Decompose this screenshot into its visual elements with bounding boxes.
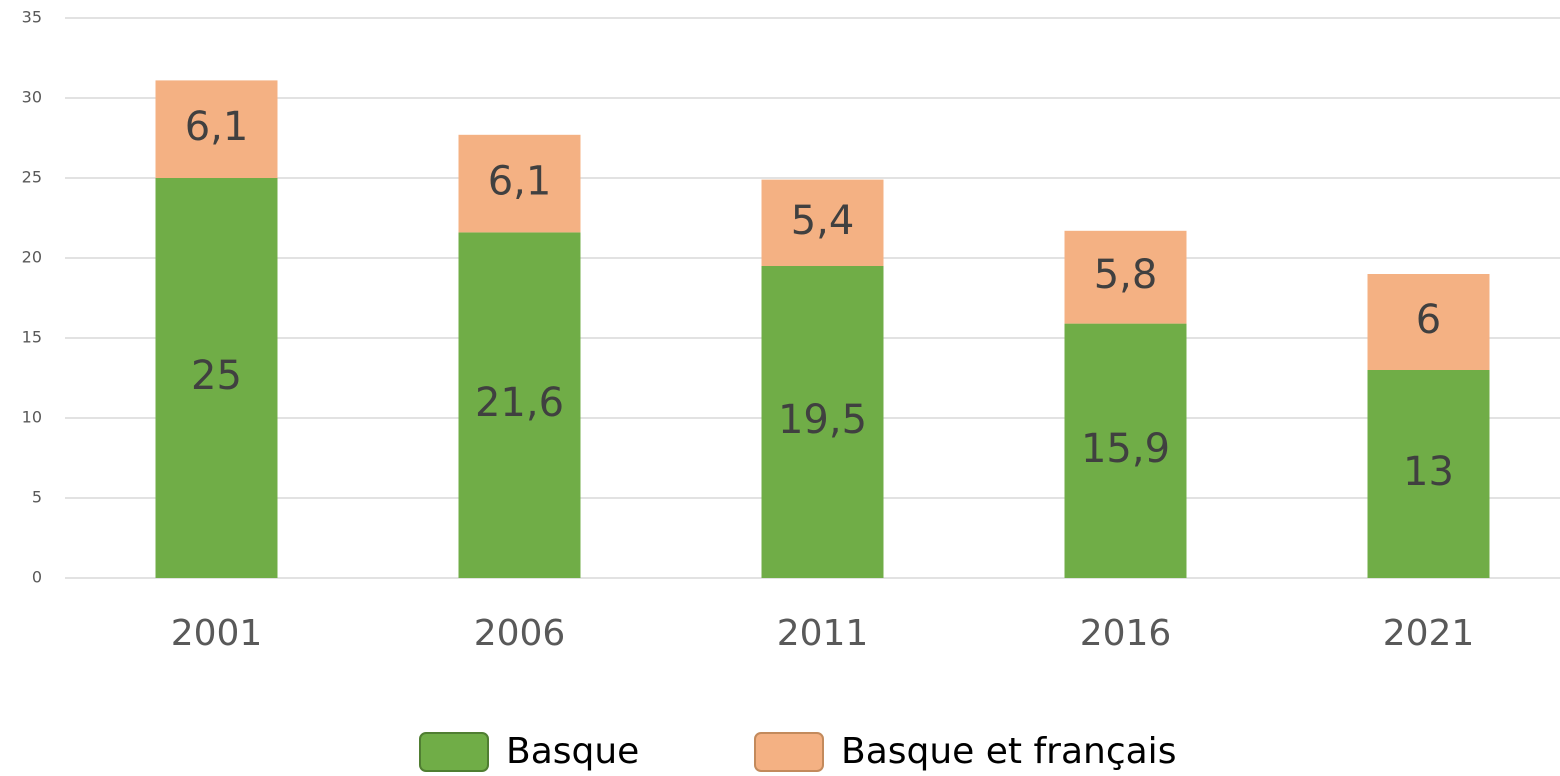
bar-segment bbox=[1367, 274, 1490, 370]
bar-segment bbox=[155, 178, 278, 578]
bar-segment bbox=[458, 232, 581, 578]
data-label: 6,1 bbox=[185, 104, 249, 150]
legend-label: Basque et français bbox=[841, 731, 1176, 772]
legend-label: Basque bbox=[506, 731, 639, 772]
x-tick-label: 2016 bbox=[1080, 613, 1172, 654]
y-tick-label: 30 bbox=[22, 88, 42, 107]
bar-segment bbox=[1367, 370, 1490, 578]
x-tick-label: 2006 bbox=[474, 613, 566, 654]
data-label: 15,9 bbox=[1081, 426, 1170, 472]
bar-segment bbox=[761, 179, 884, 266]
x-tick-label: 2011 bbox=[777, 613, 869, 654]
legend-swatch bbox=[754, 732, 824, 772]
bar-segment bbox=[1064, 323, 1187, 578]
legend-swatch bbox=[419, 732, 489, 772]
bar-segment bbox=[155, 80, 278, 178]
data-label: 5,8 bbox=[1094, 252, 1158, 298]
y-tick-label: 20 bbox=[22, 248, 42, 267]
y-tick-label: 25 bbox=[22, 168, 42, 187]
bar-segment bbox=[761, 266, 884, 578]
y-tick-label: 5 bbox=[32, 488, 42, 507]
bar-segment bbox=[458, 134, 581, 233]
y-tick-label: 10 bbox=[22, 408, 42, 427]
y-tick-label: 0 bbox=[32, 568, 42, 587]
x-tick-label: 2021 bbox=[1383, 613, 1475, 654]
y-tick-label: 15 bbox=[22, 328, 42, 347]
bar-segment bbox=[1064, 230, 1187, 324]
data-label: 13 bbox=[1403, 449, 1454, 495]
data-label: 6 bbox=[1416, 297, 1441, 343]
data-label: 21,6 bbox=[475, 380, 564, 426]
data-label: 25 bbox=[191, 353, 242, 399]
y-tick-label: 35 bbox=[22, 8, 42, 27]
x-tick-label: 2001 bbox=[171, 613, 263, 654]
data-label: 19,5 bbox=[778, 397, 867, 443]
data-label: 6,1 bbox=[488, 159, 552, 205]
data-label: 5,4 bbox=[791, 198, 855, 244]
